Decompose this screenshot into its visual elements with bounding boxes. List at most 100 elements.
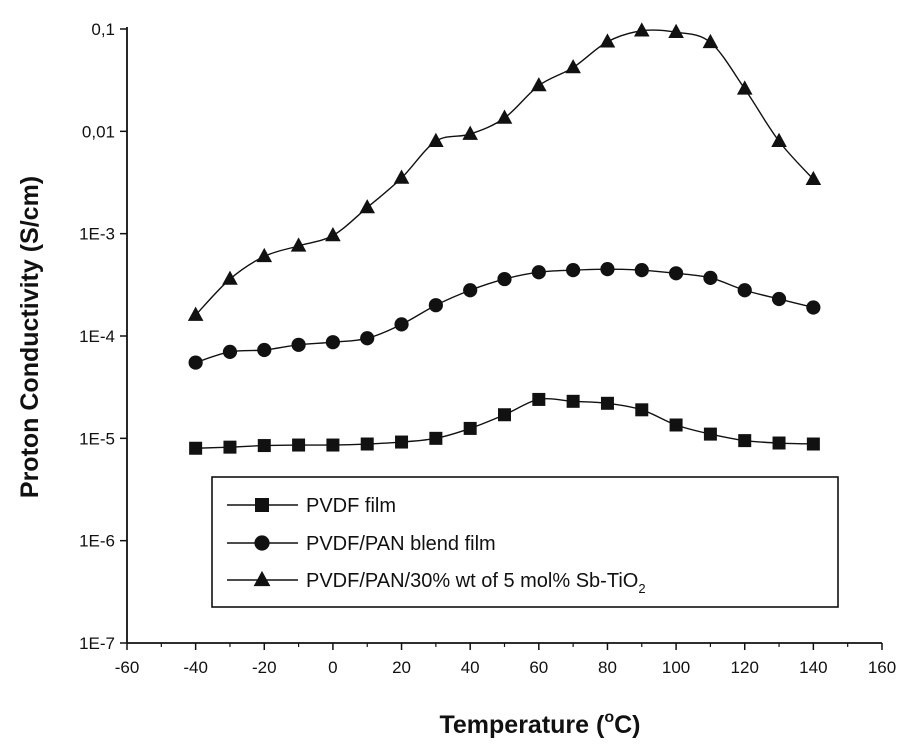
y-tick-label: 1E-6 xyxy=(79,532,115,551)
legend-label: PVDF film xyxy=(306,495,396,517)
data-point xyxy=(600,396,614,410)
data-point xyxy=(257,342,272,358)
x-tick-label: 80 xyxy=(598,658,617,677)
y-tick-label: 1E-3 xyxy=(79,225,115,244)
data-point xyxy=(360,331,375,346)
legend-marker xyxy=(254,535,270,551)
x-tick-label: 100 xyxy=(662,658,690,677)
data-point xyxy=(462,125,478,140)
x-axis-title-superscript: o xyxy=(604,709,614,726)
y-tick-label: 1E-4 xyxy=(79,327,115,346)
data-point xyxy=(702,33,719,49)
legend-item-1: PVDF film xyxy=(227,495,396,517)
data-point xyxy=(806,437,820,451)
data-point xyxy=(359,199,376,214)
data-point xyxy=(256,247,273,263)
data-point xyxy=(703,270,718,285)
data-point xyxy=(393,169,410,184)
y-tick-label: 0,01 xyxy=(82,122,115,141)
legend-label-subscript: 2 xyxy=(638,581,645,596)
data-point xyxy=(771,132,787,147)
data-point xyxy=(532,392,546,406)
data-point xyxy=(633,22,650,37)
data-point xyxy=(497,271,512,287)
x-tick-label: 40 xyxy=(461,658,480,677)
data-point xyxy=(292,438,306,452)
data-point xyxy=(772,436,786,450)
data-point xyxy=(600,262,615,277)
data-point xyxy=(669,418,683,432)
x-tick-label: 20 xyxy=(392,658,411,677)
x-tick-label: 120 xyxy=(731,658,759,677)
series-1 xyxy=(189,392,820,455)
legend-label: PVDF/PAN blend film xyxy=(306,533,496,555)
legend-marker xyxy=(253,570,271,587)
data-point xyxy=(428,132,444,147)
data-point xyxy=(222,270,238,285)
data-point xyxy=(703,427,717,441)
data-point xyxy=(189,441,203,455)
data-point xyxy=(325,227,341,242)
data-point xyxy=(187,306,204,321)
x-tick-label: -60 xyxy=(115,658,140,677)
legend-item-2: PVDF/PAN blend film xyxy=(227,533,496,555)
legend-item-3: PVDF/PAN/30% wt of 5 mol% Sb-TiO2 xyxy=(227,570,646,596)
data-point xyxy=(565,59,581,74)
legend-label-text: PVDF film xyxy=(306,495,396,517)
legend-label-text: PVDF/PAN/30% wt of 5 mol% Sb-TiO xyxy=(306,570,638,592)
data-point xyxy=(291,337,306,352)
data-point xyxy=(668,23,684,38)
data-point xyxy=(771,291,787,307)
data-point xyxy=(463,283,478,298)
legend-marker xyxy=(255,498,269,512)
data-point xyxy=(566,263,581,278)
legend-box xyxy=(211,476,839,608)
data-point xyxy=(429,431,443,445)
x-axis-title-prefix: Temperature ( xyxy=(439,711,605,739)
data-point xyxy=(326,438,340,452)
x-tick-label: 160 xyxy=(868,658,896,677)
legend: PVDF film PVDF/PAN blend film PVDF/PAN/30%… xyxy=(211,476,839,608)
data-point xyxy=(496,109,513,124)
series-line xyxy=(195,397,814,449)
data-point xyxy=(257,439,271,453)
data-point xyxy=(531,265,546,280)
data-point xyxy=(634,263,649,278)
series-2 xyxy=(188,262,821,370)
y-tick-label: 0,1 xyxy=(91,20,115,39)
data-point xyxy=(498,408,511,422)
x-axis-title-suffix: C) xyxy=(614,711,640,739)
x-tick-label: 0 xyxy=(328,658,337,677)
legend-label-text: PVDF/PAN blend film xyxy=(306,533,496,555)
axes: -60 -40 -20 0 20 40 60 80 100 120 140 160 1E-7 1E-6 1E… xyxy=(79,20,896,677)
x-tick-label: -40 xyxy=(183,658,208,677)
data-point xyxy=(463,421,477,435)
x-tick-label: -20 xyxy=(252,658,277,677)
data-point xyxy=(394,317,409,332)
x-axis-title: Temperature (oC) xyxy=(439,709,640,739)
y-axis-title: Proton Conductivity (S/cm) xyxy=(16,176,44,498)
data-point xyxy=(599,33,616,48)
data-point xyxy=(668,266,684,281)
x-tick-label: 140 xyxy=(799,658,827,677)
y-tick-label: 1E-7 xyxy=(79,634,115,653)
data-point xyxy=(188,355,203,370)
data-point xyxy=(531,77,547,92)
data-point xyxy=(223,440,237,454)
data-point xyxy=(738,434,752,448)
data-point xyxy=(325,335,341,350)
data-point xyxy=(290,237,307,252)
data-point xyxy=(806,300,821,315)
y-tick-label: 1E-5 xyxy=(79,429,115,448)
data-point xyxy=(395,435,409,449)
series-3 xyxy=(187,22,822,321)
data-point xyxy=(737,283,752,298)
x-tick-label: 60 xyxy=(529,658,548,677)
plot-area xyxy=(187,22,822,455)
data-point xyxy=(736,80,753,95)
legend-label: PVDF/PAN/30% wt of 5 mol% Sb-TiO2 xyxy=(306,570,646,596)
data-point xyxy=(566,394,580,408)
data-point xyxy=(635,403,649,417)
